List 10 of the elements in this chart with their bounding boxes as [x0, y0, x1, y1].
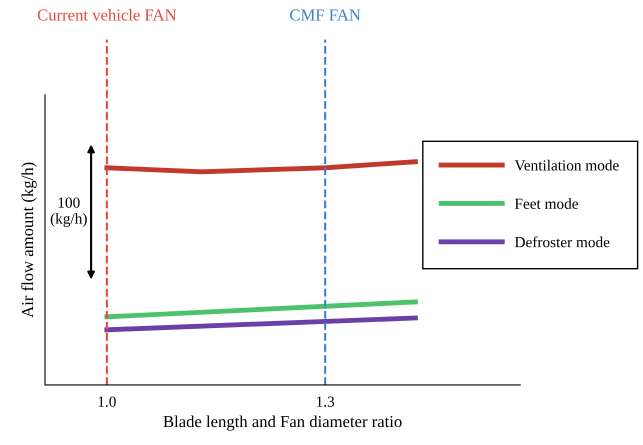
y-axis-title: Air flow amount (kg/h)	[21, 162, 37, 318]
legend-label: Feet mode	[514, 198, 578, 209]
x-tick-label: 1.3	[316, 396, 334, 407]
legend-label: Ventilation mode	[514, 160, 619, 171]
annotation: 100 (kg/h)	[50, 197, 87, 227]
ref-line-label: CMF FAN	[290, 9, 361, 21]
ref-line-label: Current vehicle FAN	[38, 8, 176, 21]
legend-label: Defroster mode	[514, 236, 610, 248]
x-axis-title: Blade length and Fan diameter ratio	[163, 415, 402, 431]
x-tick-label: 1.0	[98, 396, 116, 407]
